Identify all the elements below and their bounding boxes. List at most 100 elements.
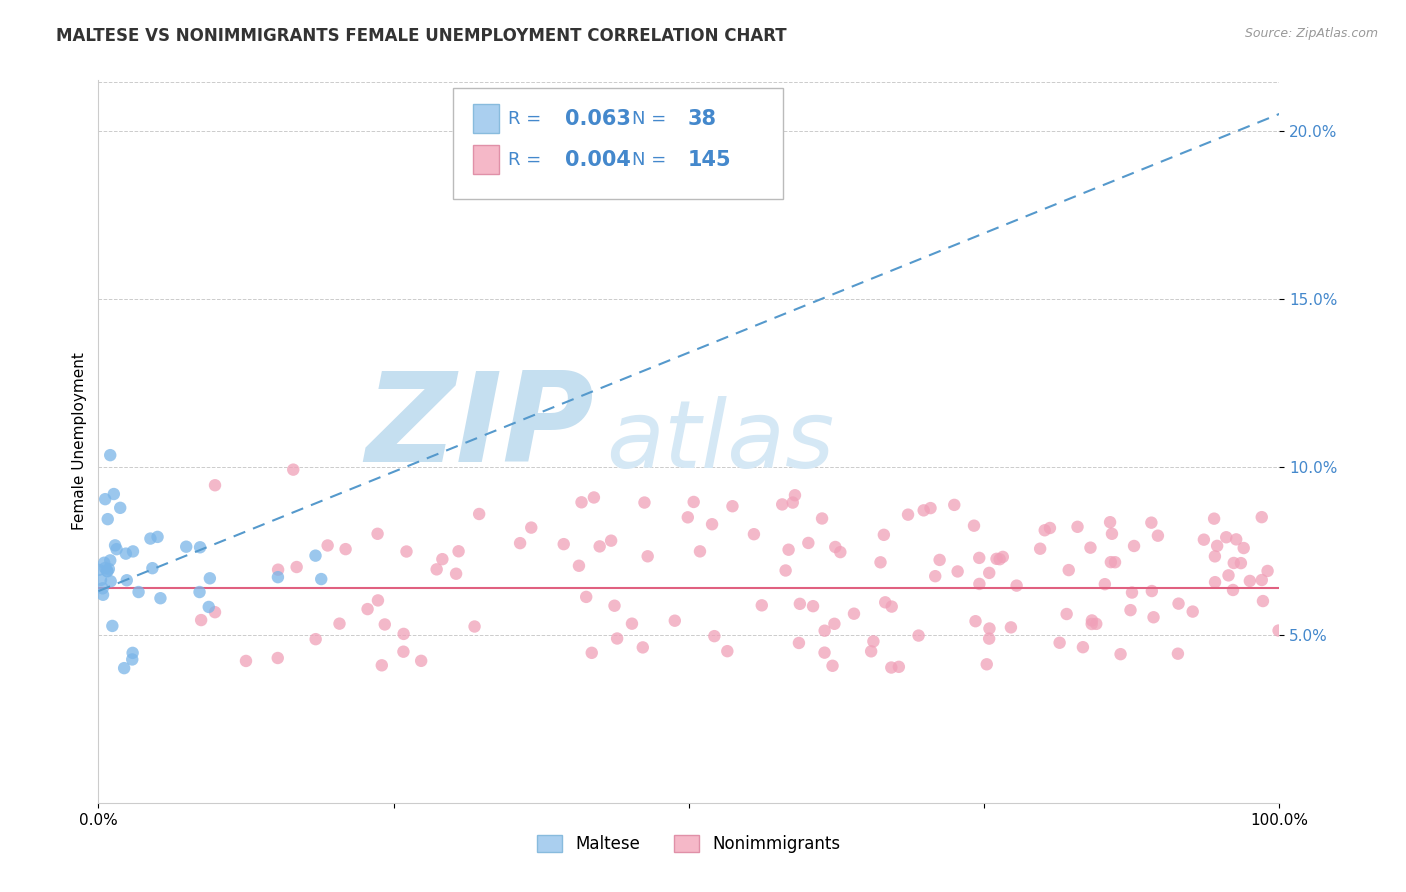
Point xyxy=(575,590,598,604)
Point xyxy=(751,599,773,613)
Point xyxy=(316,539,339,553)
Point xyxy=(305,632,328,647)
Point xyxy=(682,495,704,509)
Point xyxy=(309,572,332,586)
Point xyxy=(1167,647,1189,661)
Point xyxy=(1099,555,1122,569)
Point xyxy=(101,619,124,633)
Point xyxy=(979,622,1001,636)
Point xyxy=(946,565,969,579)
Point xyxy=(830,545,852,559)
Point xyxy=(1081,614,1104,628)
Point xyxy=(797,536,820,550)
Point xyxy=(787,636,810,650)
Point xyxy=(267,563,290,577)
Text: 0.063: 0.063 xyxy=(565,109,631,128)
Point xyxy=(112,661,135,675)
Point xyxy=(700,517,723,532)
Point xyxy=(782,495,804,509)
Point xyxy=(426,562,449,576)
Point xyxy=(907,629,929,643)
Point xyxy=(775,564,797,578)
Point xyxy=(121,652,143,666)
Point xyxy=(149,591,172,606)
Point xyxy=(1000,620,1022,634)
Point xyxy=(801,599,824,614)
Point xyxy=(1181,605,1204,619)
Point xyxy=(198,571,221,585)
Point xyxy=(1250,573,1272,587)
Point xyxy=(912,503,935,517)
Point xyxy=(335,542,357,557)
Point xyxy=(789,597,811,611)
Point xyxy=(1204,511,1226,525)
Point xyxy=(204,605,226,619)
Point xyxy=(115,574,138,588)
Point xyxy=(356,602,378,616)
Point xyxy=(304,549,326,563)
Point xyxy=(689,544,711,558)
Point xyxy=(1005,579,1028,593)
Point xyxy=(91,588,114,602)
Point xyxy=(411,654,433,668)
Point xyxy=(96,564,118,578)
Point xyxy=(1204,575,1226,590)
Point xyxy=(197,599,219,614)
Point xyxy=(589,540,612,554)
Point xyxy=(115,547,138,561)
Point xyxy=(1033,523,1056,537)
Point xyxy=(121,646,143,660)
Point xyxy=(1222,582,1244,597)
Point xyxy=(600,533,623,548)
FancyBboxPatch shape xyxy=(472,145,499,174)
Point xyxy=(96,564,118,578)
Point xyxy=(976,657,998,672)
Point xyxy=(105,542,128,557)
Point xyxy=(98,448,121,462)
FancyBboxPatch shape xyxy=(472,104,499,133)
Point xyxy=(637,549,659,564)
Point xyxy=(91,582,114,596)
Point xyxy=(93,556,115,570)
Point xyxy=(721,500,744,514)
Point xyxy=(664,614,686,628)
Point xyxy=(606,632,628,646)
Point xyxy=(716,644,738,658)
Point xyxy=(520,520,543,534)
Point xyxy=(1121,585,1143,599)
Point xyxy=(1119,603,1142,617)
Point xyxy=(920,501,942,516)
Point xyxy=(814,624,837,638)
Point xyxy=(204,478,226,492)
Text: atlas: atlas xyxy=(606,396,835,487)
Point xyxy=(1230,556,1253,570)
Point xyxy=(823,616,845,631)
Point xyxy=(603,599,626,613)
Point xyxy=(1080,541,1102,555)
Point xyxy=(1192,533,1215,547)
Point xyxy=(1225,533,1247,547)
Point xyxy=(103,487,125,501)
Point xyxy=(1147,529,1170,543)
Point xyxy=(875,595,897,609)
Point xyxy=(1080,617,1102,632)
Text: N =: N = xyxy=(633,110,672,128)
Point xyxy=(447,544,470,558)
Point xyxy=(1039,521,1062,535)
Point xyxy=(110,500,132,515)
Point xyxy=(367,593,389,607)
Point xyxy=(703,629,725,643)
Point xyxy=(1215,530,1237,544)
Point xyxy=(235,654,257,668)
Point xyxy=(778,542,800,557)
Point xyxy=(1250,510,1272,524)
Point xyxy=(824,540,846,554)
Point xyxy=(188,585,211,599)
Point xyxy=(676,510,699,524)
Point xyxy=(97,562,120,576)
Point xyxy=(392,627,415,641)
Point xyxy=(190,613,212,627)
Point xyxy=(97,512,120,526)
Point xyxy=(860,644,883,658)
Point xyxy=(1204,549,1226,564)
